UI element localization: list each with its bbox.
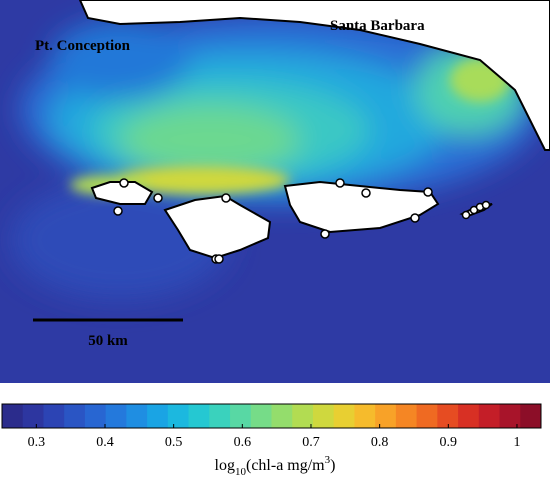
colorbar-segment: [250, 404, 272, 428]
colorbar-segment: [292, 404, 314, 428]
place-label: Pt. Conception: [35, 38, 131, 54]
colorbar-segment: [271, 404, 293, 428]
colorbar-segment: [478, 404, 501, 428]
colorbar-segment: [458, 404, 480, 428]
colorbar-segment: [188, 404, 210, 428]
colorbar-segment: [499, 404, 521, 428]
tick-label: 0.3: [28, 435, 46, 450]
colorbar-segment: [2, 404, 24, 428]
island: [283, 180, 440, 234]
island: [90, 181, 154, 205]
colorbar-label: log10(chl-a mg/m3): [215, 454, 336, 478]
colorbar-segment: [416, 404, 438, 428]
chlorophyll-map: 50 km Pt. Conception Santa Barbara: [0, 0, 550, 383]
place-label: Santa Barbara: [330, 18, 425, 34]
colorbar-segment: [147, 404, 169, 428]
scale-label: 50 km: [88, 333, 128, 349]
colorbar-segment: [209, 404, 231, 428]
colorbar-segment: [312, 404, 335, 428]
colorbar-frame: [1, 403, 542, 429]
colorbar-segment: [105, 404, 127, 428]
colorbar-segment: [64, 404, 86, 428]
coastline: [78, 0, 550, 151]
colorbar-segment: [375, 404, 397, 428]
colorbar-segment: [354, 404, 376, 428]
colorbar: 0.3 0.4 0.5 0.6 0.7 0.8 0.9 1: [1, 403, 542, 450]
colorbar-segment: [43, 404, 65, 428]
colorbar-segment: [167, 404, 190, 428]
colorbar-segment: [395, 404, 418, 428]
colorbar-segment: [22, 404, 44, 428]
island: [163, 194, 272, 260]
colorbar-segment: [84, 404, 107, 428]
colorbar-segment: [230, 404, 252, 428]
tick-label: 0.6: [234, 435, 252, 450]
colorbar-segment: [437, 404, 459, 428]
tick-label: 0.5: [165, 435, 183, 450]
tick-label: 0.8: [371, 435, 389, 450]
colorbar-segment: [126, 404, 148, 428]
tick-label: 0.7: [302, 435, 320, 450]
tick-label: 0.4: [96, 435, 114, 450]
tick-label: 0.9: [440, 435, 458, 450]
stations: [113, 178, 491, 264]
tick-label: 1: [513, 435, 520, 450]
colorbar-segment: [520, 404, 542, 428]
colorbar-segment: [333, 404, 355, 428]
